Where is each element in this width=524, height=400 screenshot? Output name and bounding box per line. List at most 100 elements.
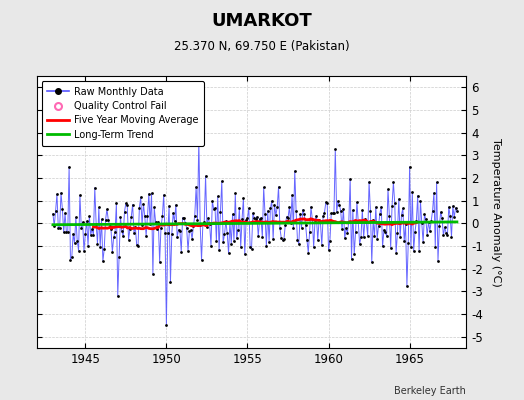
Point — [97, 216, 106, 222]
Point — [300, 211, 309, 218]
Point — [200, 219, 209, 225]
Point — [145, 190, 153, 197]
Point — [262, 243, 270, 250]
Point — [277, 235, 286, 241]
Point — [322, 199, 330, 206]
Point — [169, 210, 177, 217]
Point — [135, 204, 144, 211]
Point — [374, 222, 383, 229]
Point — [364, 233, 372, 239]
Point — [112, 200, 121, 206]
Point — [395, 196, 403, 202]
Point — [95, 204, 103, 211]
Point — [115, 254, 123, 260]
Point — [99, 258, 107, 264]
Point — [241, 251, 249, 258]
Point — [157, 224, 165, 231]
Point — [443, 232, 452, 238]
Point — [354, 219, 363, 225]
Y-axis label: Temperature Anomaly (°C): Temperature Anomaly (°C) — [492, 138, 501, 286]
Point — [156, 258, 164, 265]
Point — [223, 230, 232, 236]
Point — [198, 257, 206, 264]
Point — [393, 230, 401, 236]
Point — [369, 216, 377, 223]
Point — [93, 240, 102, 247]
Point — [409, 248, 418, 254]
Point — [181, 220, 190, 226]
Point — [347, 256, 356, 262]
Point — [49, 210, 57, 217]
Point — [54, 225, 62, 231]
Point — [201, 173, 210, 179]
Point — [174, 226, 183, 233]
Point — [372, 204, 380, 210]
Point — [404, 240, 412, 246]
Point — [411, 229, 419, 235]
Point — [378, 243, 387, 250]
Point — [335, 202, 344, 208]
Point — [57, 190, 65, 196]
Point — [188, 236, 196, 242]
Point — [84, 242, 92, 249]
Point — [238, 216, 246, 222]
Point — [170, 218, 179, 225]
Point — [139, 201, 148, 207]
Point — [72, 214, 80, 220]
Point — [345, 218, 353, 225]
Point — [423, 232, 431, 238]
Point — [92, 220, 100, 227]
Point — [255, 216, 264, 222]
Point — [63, 229, 72, 236]
Point — [294, 241, 303, 247]
Point — [88, 226, 96, 232]
Point — [123, 202, 132, 208]
Point — [299, 206, 307, 213]
Point — [51, 208, 60, 214]
Point — [89, 232, 97, 238]
Point — [86, 232, 95, 238]
Point — [189, 223, 198, 230]
Point — [159, 192, 168, 198]
Point — [91, 184, 99, 191]
Point — [432, 179, 441, 186]
Point — [127, 214, 136, 220]
Point — [158, 213, 167, 220]
Point — [330, 210, 338, 217]
Point — [451, 204, 460, 211]
Point — [249, 210, 257, 216]
Text: 25.370 N, 69.750 E (Pakistan): 25.370 N, 69.750 E (Pakistan) — [174, 40, 350, 53]
Point — [205, 221, 214, 227]
Point — [341, 235, 349, 242]
Point — [434, 258, 442, 264]
Point — [353, 199, 361, 206]
Point — [327, 210, 335, 217]
Point — [152, 226, 161, 232]
Point — [346, 176, 354, 182]
Point — [366, 208, 375, 214]
Point — [70, 240, 79, 246]
Point — [412, 218, 421, 224]
Point — [149, 271, 157, 277]
Point — [114, 293, 122, 299]
Point — [226, 219, 234, 225]
Point — [116, 214, 125, 220]
Point — [320, 209, 329, 216]
Point — [311, 217, 319, 223]
Point — [288, 192, 296, 198]
Point — [121, 208, 129, 215]
Point — [419, 239, 427, 246]
Point — [370, 233, 379, 239]
Point — [258, 234, 267, 240]
Point — [53, 191, 61, 197]
Point — [357, 234, 365, 240]
Point — [352, 229, 360, 236]
Point — [425, 228, 434, 234]
Point — [253, 214, 261, 220]
Point — [281, 222, 289, 228]
Point — [150, 204, 158, 211]
Point — [284, 215, 292, 221]
Point — [194, 136, 203, 143]
Point — [381, 229, 389, 236]
Point — [348, 207, 357, 213]
